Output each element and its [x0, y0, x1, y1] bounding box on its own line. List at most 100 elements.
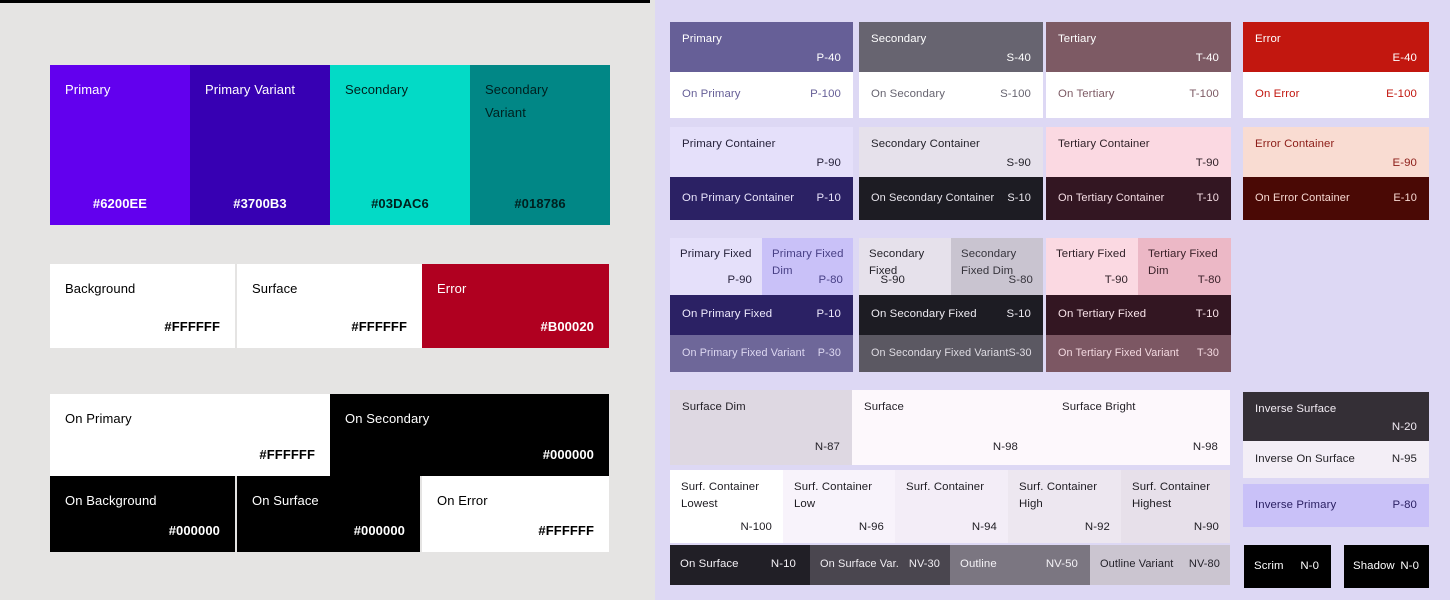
tone-code: N-20 — [1391, 421, 1417, 433]
swatch-m3-on-tertiary-fixed-variant: On Tertiary Fixed Variant T-30 — [1046, 335, 1231, 372]
swatch-label: Secondary — [345, 82, 409, 97]
tone-code: S-40 — [1006, 52, 1031, 64]
swatch-label: Surface Bright — [1062, 401, 1136, 413]
tone-code: T-90 — [1195, 157, 1219, 169]
tone-code: T-100 — [1189, 88, 1219, 101]
swatch-m2-error: Error #B00020 — [422, 264, 609, 348]
swatch-m2-on-background: On Background #000000 — [50, 476, 235, 552]
left-panel-top-border — [0, 0, 650, 3]
tone-code: E-40 — [1392, 52, 1417, 64]
swatch-hex: #000000 — [168, 523, 220, 538]
swatch-m2-on-error: On Error #FFFFFF — [422, 476, 609, 552]
tone-code: NV-50 — [1045, 558, 1078, 571]
swatch-hex: #B00020 — [540, 319, 594, 334]
swatch-label: Secondary Container — [871, 138, 980, 150]
swatch-label: Inverse Primary — [1255, 498, 1337, 511]
swatch-label: On Background — [65, 493, 157, 508]
tone-code: T-40 — [1195, 52, 1219, 64]
swatch-label: On Tertiary Fixed — [1058, 308, 1147, 321]
swatch-label: Outline Variant — [1100, 558, 1174, 571]
tone-code: P-80 — [818, 274, 843, 286]
tone-code: P-10 — [816, 191, 841, 204]
swatch-label: Error — [437, 281, 467, 296]
swatch-label: On Primary — [682, 88, 741, 101]
swatch-label: Error Container — [1255, 138, 1335, 150]
swatch-m3-scrim: Scrim N-0 — [1244, 545, 1331, 588]
swatch-m2-on-surface: On Surface #000000 — [237, 476, 420, 552]
swatch-m3-surface-container-low: Surf. Container Low N-96 — [783, 470, 895, 543]
swatch-label: On Primary — [65, 411, 132, 426]
swatch-hex: #000000 — [542, 447, 594, 462]
swatch-hex: #3700B3 — [233, 196, 287, 211]
tone-code: T-30 — [1196, 347, 1219, 360]
swatch-m3-inverse-on-surface: Inverse On Surface N-95 — [1243, 441, 1429, 478]
swatch-m3-on-primary-container: On Primary Container P-10 — [670, 177, 853, 220]
swatch-m3-primary: Primary P-40 — [670, 22, 853, 72]
tone-code: NV-30 — [908, 558, 940, 571]
swatch-label: Surf. Container High — [1019, 481, 1098, 511]
tone-code: N-98 — [1192, 441, 1218, 453]
swatch-label: On Secondary — [345, 411, 430, 426]
swatch-m2-secondary: Secondary #03DAC6 — [330, 65, 470, 225]
swatch-hex: #FFFFFF — [164, 319, 220, 334]
tone-code: N-100 — [740, 521, 772, 533]
tone-code: S-10 — [1007, 191, 1031, 204]
swatch-label: Tertiary Fixed Dim — [1148, 248, 1218, 278]
swatch-label: Inverse Surface — [1255, 403, 1337, 415]
swatch-m3-secondary: Secondary S-40 — [859, 22, 1043, 72]
tone-code: P-100 — [810, 88, 841, 101]
swatch-label: Surface — [252, 281, 298, 296]
swatch-label: On Primary Container — [682, 191, 795, 204]
swatch-m3-on-primary-fixed: On Primary Fixed P-10 — [670, 295, 853, 335]
swatch-m2-on-secondary: On Secondary #000000 — [330, 394, 609, 476]
swatch-m3-surface: Surface N-98 — [852, 390, 1046, 465]
swatch-label: Secondary Fixed Dim — [961, 248, 1017, 278]
swatch-m3-surface-container-high: Surf. Container High N-92 — [1008, 470, 1121, 543]
tone-code: N-0 — [1300, 559, 1319, 572]
swatch-m3-secondary-fixed: Secondary Fixed S-90 — [859, 238, 951, 295]
swatch-hex: #FFFFFF — [259, 447, 315, 462]
tone-code: S-90 — [880, 274, 905, 286]
swatch-label: On Secondary — [871, 88, 946, 101]
swatch-m3-on-secondary-container: On Secondary Container S-10 — [859, 177, 1043, 220]
swatch-label: Surface — [864, 401, 904, 413]
swatch-label: Outline — [960, 558, 997, 571]
swatch-label: Secondary Fixed — [869, 248, 925, 278]
swatch-label: On Surface — [680, 558, 739, 571]
tone-code: P-10 — [816, 308, 841, 321]
swatch-label: Surf. Container Highest — [1132, 481, 1211, 511]
swatch-label: Shadow — [1353, 559, 1395, 572]
swatch-label: Primary Container — [682, 138, 776, 150]
swatch-m3-primary-container: Primary Container P-90 — [670, 127, 853, 177]
tone-code: P-80 — [1392, 498, 1417, 511]
swatch-label: Primary — [65, 82, 111, 97]
tone-code: P-30 — [817, 347, 841, 360]
swatch-m2-primary-variant: Primary Variant #3700B3 — [190, 65, 330, 225]
swatch-m3-surface-container-highest: Surf. Container Highest N-90 — [1121, 470, 1230, 543]
swatch-m3-outline-variant: Outline Variant NV-80 — [1090, 545, 1230, 585]
swatch-m3-inverse-surface: Inverse Surface N-20 — [1243, 392, 1429, 441]
swatch-label: Secondary — [871, 33, 927, 45]
swatch-m2-on-primary: On Primary #FFFFFF — [50, 394, 330, 476]
tone-code: N-10 — [770, 558, 796, 571]
tone-code: E-100 — [1386, 88, 1417, 101]
swatch-m3-on-primary-fixed-variant: On Primary Fixed Variant P-30 — [670, 335, 853, 372]
swatch-m3-tertiary: Tertiary T-40 — [1046, 22, 1231, 72]
swatch-label: On Error Container — [1255, 191, 1350, 204]
swatch-label: Tertiary — [1058, 33, 1097, 45]
swatch-label: Surface Dim — [682, 401, 746, 413]
swatch-m3-on-tertiary: On Tertiary T-100 — [1046, 72, 1231, 118]
swatch-label: Scrim — [1254, 559, 1284, 572]
swatch-m3-on-surface-variant: On Surface Var. NV-30 — [810, 545, 950, 585]
swatch-m3-surface-bright: Surface Bright N-98 — [1046, 390, 1230, 465]
swatch-m3-tertiary-container: Tertiary Container T-90 — [1046, 127, 1231, 177]
tone-code: N-0 — [1400, 559, 1419, 572]
swatch-m3-on-tertiary-fixed: On Tertiary Fixed T-10 — [1046, 295, 1231, 335]
swatch-m3-primary-fixed: Primary Fixed P-90 — [670, 238, 762, 295]
swatch-label: On Tertiary Fixed Variant — [1058, 347, 1179, 360]
tone-code: T-90 — [1104, 274, 1128, 286]
swatch-label: Surf. Container Low — [794, 481, 873, 511]
swatch-hex: #018786 — [514, 196, 566, 211]
swatch-m3-surface-container: Surf. Container N-94 — [895, 470, 1008, 543]
